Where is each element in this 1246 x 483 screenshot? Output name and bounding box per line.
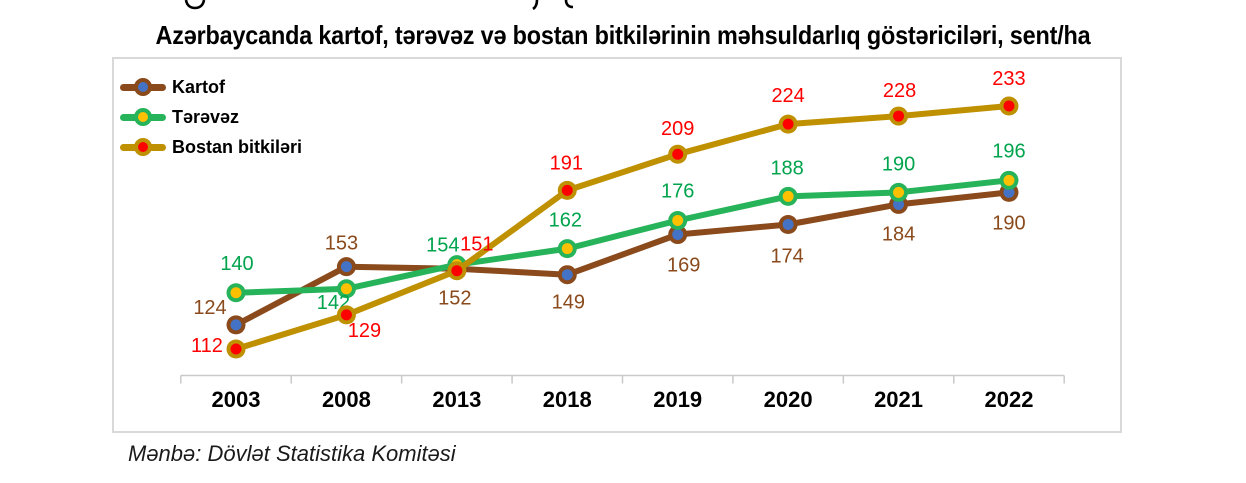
data-point-terevez-2022 bbox=[1003, 174, 1015, 186]
data-point-kartof-2021 bbox=[893, 198, 905, 210]
legend-line-swatch-bostan-bitkileri bbox=[120, 138, 166, 156]
x-axis-label-2021: 2021 bbox=[874, 387, 923, 412]
legend-label-bostan-bitkileri: Bostan bitkiləri bbox=[172, 136, 303, 157]
data-label-bostan-bitkileri-2018: 191 bbox=[550, 152, 583, 174]
data-label-terevez-2022: 196 bbox=[992, 140, 1025, 162]
data-label-kartof-2022: 190 bbox=[992, 212, 1025, 234]
data-point-bostan-bitkileri-2003 bbox=[230, 343, 242, 355]
data-label-bostan-bitkileri-2013: 151 bbox=[460, 234, 493, 256]
data-label-kartof-2013: 152 bbox=[438, 288, 471, 310]
data-label-terevez-2018: 162 bbox=[549, 210, 582, 232]
data-point-terevez-2019 bbox=[672, 214, 684, 226]
x-axis-label-2003: 2003 bbox=[212, 387, 261, 412]
data-point-bostan-bitkileri-2008 bbox=[340, 309, 352, 321]
data-label-bostan-bitkileri-2021: 228 bbox=[883, 80, 916, 102]
data-label-terevez-2020: 188 bbox=[770, 157, 803, 179]
legend-item-bostan-bitkileri: Bostan bitkiləri bbox=[120, 132, 302, 162]
data-point-bostan-bitkileri-2018 bbox=[561, 184, 573, 196]
data-point-terevez-2008 bbox=[340, 283, 352, 295]
data-label-terevez-2021: 190 bbox=[882, 153, 915, 175]
data-label-terevez-2003: 140 bbox=[220, 253, 253, 275]
data-point-terevez-2020 bbox=[782, 190, 794, 202]
data-label-bostan-bitkileri-2003: 112 bbox=[191, 335, 223, 357]
chart-title: Azərbaycanda kartof, tərəvəz və bostan b… bbox=[155, 20, 1091, 50]
data-label-bostan-bitkileri-2020: 224 bbox=[771, 85, 804, 107]
series-line-kartof bbox=[233, 189, 1012, 328]
data-label-kartof-2021: 184 bbox=[882, 223, 915, 245]
data-label-terevez-2019: 176 bbox=[661, 180, 694, 202]
legend-line-swatch-terevez bbox=[120, 108, 166, 126]
plot-area-frame: Kartof Tərəvəz Bostan bitkiləri bbox=[112, 57, 1122, 433]
data-point-bostan-bitkileri-2013 bbox=[451, 265, 463, 277]
series-line-bostan-bitkileri bbox=[233, 103, 1012, 352]
legend-marker-icon-kartof bbox=[134, 78, 152, 96]
data-point-bostan-bitkileri-2021 bbox=[893, 110, 905, 122]
legend-marker-icon-bostan-bitkileri bbox=[134, 138, 152, 156]
data-point-bostan-bitkileri-2022 bbox=[1003, 100, 1015, 112]
data-point-terevez-2021 bbox=[893, 186, 905, 198]
legend-marker-icon-terevez bbox=[134, 108, 152, 126]
data-point-kartof-2008 bbox=[340, 261, 352, 273]
data-label-bostan-bitkileri-2022: 233 bbox=[992, 68, 1025, 90]
x-axis-label-2013: 2013 bbox=[432, 387, 481, 412]
legend-item-terevez: Tərəvəz bbox=[120, 102, 302, 132]
x-axis-label-2022: 2022 bbox=[984, 387, 1033, 412]
series-line-terevez bbox=[233, 177, 1012, 296]
data-label-kartof-2008: 153 bbox=[325, 233, 358, 255]
legend-label-terevez: Tərəvəz bbox=[172, 106, 240, 127]
data-label-kartof-2018: 149 bbox=[552, 292, 585, 314]
x-axis-label-2018: 2018 bbox=[543, 387, 592, 412]
data-label-bostan-bitkileri-2008: 129 bbox=[348, 320, 381, 342]
x-axis-label-2008: 2008 bbox=[322, 387, 371, 412]
cropped-text-fragments bbox=[184, 0, 574, 11]
data-point-kartof-2018 bbox=[561, 269, 573, 281]
legend: Kartof Tərəvəz Bostan bitkiləri bbox=[120, 72, 302, 162]
data-label-kartof-2020: 174 bbox=[770, 246, 803, 268]
data-point-terevez-2003 bbox=[230, 287, 242, 299]
data-point-kartof-2019 bbox=[672, 229, 684, 241]
data-point-kartof-2003 bbox=[230, 319, 242, 331]
data-label-terevez-2013: 154 bbox=[426, 235, 459, 257]
x-axis-label-2020: 2020 bbox=[764, 387, 813, 412]
x-axis-label-2019: 2019 bbox=[653, 387, 702, 412]
data-point-bostan-bitkileri-2019 bbox=[672, 148, 684, 160]
data-label-bostan-bitkileri-2019: 209 bbox=[661, 118, 694, 140]
data-point-kartof-2022 bbox=[1003, 186, 1015, 198]
legend-item-kartof: Kartof bbox=[120, 72, 302, 102]
data-label-kartof-2019: 169 bbox=[667, 255, 700, 277]
source-note: Mənbə: Dövlət Statistika Komitəsi bbox=[128, 441, 456, 466]
legend-line-swatch-kartof bbox=[120, 78, 166, 96]
data-point-kartof-2020 bbox=[782, 219, 794, 231]
data-label-kartof-2003: 124 bbox=[193, 297, 226, 319]
data-point-bostan-bitkileri-2020 bbox=[782, 118, 794, 130]
legend-label-kartof: Kartof bbox=[172, 76, 225, 97]
data-point-terevez-2018 bbox=[561, 243, 573, 255]
